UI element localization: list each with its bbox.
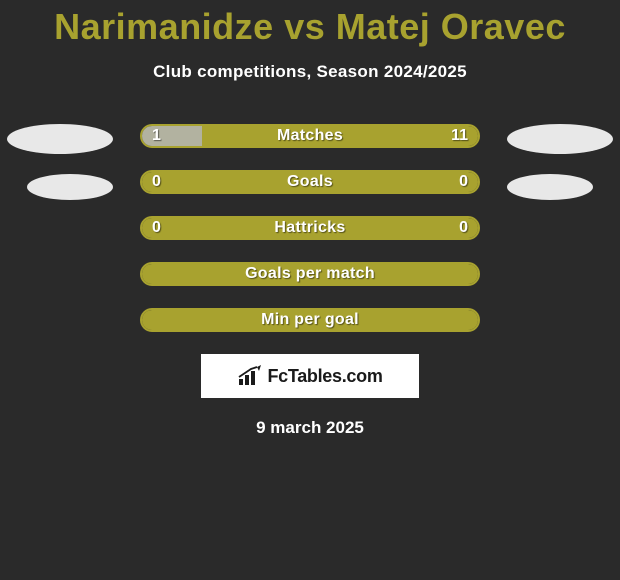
stat-track [140,124,480,148]
stat-track [140,262,480,286]
stat-row: Hattricks00 [140,216,480,240]
stat-seg-left [142,218,310,238]
logo-box: FcTables.com [201,354,419,398]
comparison-subtitle: Club competitions, Season 2024/2025 [0,62,620,82]
stat-seg-left [142,126,202,146]
stat-row: Goals per match [140,262,480,286]
stat-track [140,216,480,240]
player-right-ellipse-1 [507,124,613,154]
stat-seg-left [142,264,310,284]
stat-row: Min per goal [140,308,480,332]
stat-seg-right [310,264,478,284]
date-line: 9 march 2025 [0,418,620,438]
stat-bars: Matches111 Goals00 Hattricks00 Goals per ma… [140,124,480,332]
stat-seg-right [310,172,478,192]
player-left-ellipse-1 [7,124,113,154]
player-left-ellipse-2 [27,174,113,200]
logo-text: FcTables.com [267,366,382,387]
chart-icon [237,365,263,387]
stat-seg-right [310,218,478,238]
stat-track [140,170,480,194]
stat-row: Matches111 [140,124,480,148]
stat-track [140,308,480,332]
comparison-title: Narimanidze vs Matej Oravec [0,0,620,48]
stat-seg-right [310,310,478,330]
chart-area: Matches111 Goals00 Hattricks00 Goals per ma… [0,124,620,332]
stat-row: Goals00 [140,170,480,194]
player-right-ellipse-2 [507,174,593,200]
stat-seg-right [202,126,478,146]
logo: FcTables.com [237,365,382,387]
stat-seg-left [142,310,310,330]
stat-seg-left [142,172,310,192]
